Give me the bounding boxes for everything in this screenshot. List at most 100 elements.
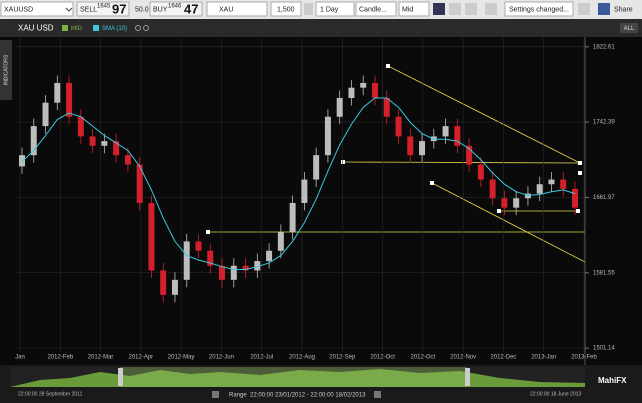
interval: 1 Day bbox=[320, 6, 339, 13]
sell-button[interactable] bbox=[76, 1, 130, 17]
legend-label: MID bbox=[71, 26, 83, 32]
candle-body bbox=[160, 270, 167, 295]
interval-select[interactable] bbox=[315, 1, 355, 17]
candle-body bbox=[383, 97, 390, 117]
side-tab[interactable] bbox=[0, 40, 12, 100]
y-tick-label: 1742.39 bbox=[593, 120, 615, 126]
candle-body bbox=[195, 241, 202, 251]
candle-body bbox=[301, 179, 308, 203]
candle-body bbox=[171, 279, 178, 295]
spread: 50.0 bbox=[135, 6, 149, 13]
price-select[interactable] bbox=[398, 1, 430, 17]
y-tick-label: 1581.55 bbox=[593, 270, 615, 276]
x-tick-label: 2012-Mar bbox=[88, 355, 114, 361]
candle-body bbox=[360, 82, 367, 88]
side-tab-label: INDICATORS bbox=[3, 54, 9, 85]
facebook-icon[interactable] bbox=[598, 3, 610, 15]
sell-pips: 1645 bbox=[97, 4, 111, 10]
dropdown-arrow bbox=[65, 7, 73, 12]
icon[interactable] bbox=[485, 3, 497, 15]
x-tick-label: 2012-Feb bbox=[47, 355, 73, 361]
candle-body bbox=[19, 155, 25, 167]
x-tick-label: 2012-Oct bbox=[370, 355, 395, 361]
icon[interactable] bbox=[433, 3, 445, 15]
candle-body bbox=[548, 179, 555, 185]
price-type: Mid bbox=[402, 6, 413, 13]
x-tick-label: 2012-Jun bbox=[209, 355, 234, 361]
candle-body bbox=[407, 136, 414, 156]
buy-button[interactable] bbox=[149, 1, 203, 17]
instrument-select[interactable] bbox=[206, 1, 268, 17]
candle-body bbox=[336, 97, 343, 117]
candle-body bbox=[324, 116, 331, 156]
candle-body bbox=[536, 184, 543, 194]
navigator-area bbox=[10, 369, 585, 387]
start-label: 22:00:00 28 September 2011 bbox=[18, 391, 83, 397]
candle-body bbox=[442, 126, 449, 137]
legend-icon bbox=[135, 25, 142, 31]
candle-body bbox=[289, 202, 296, 233]
candle-body bbox=[183, 241, 190, 280]
range-label: Range bbox=[229, 393, 247, 399]
x-tick-label: 2012-Oct bbox=[411, 355, 436, 361]
candle-body bbox=[124, 155, 131, 165]
navigator-window[interactable] bbox=[120, 367, 467, 387]
candle-body bbox=[348, 87, 355, 98]
sell-price: 97 bbox=[112, 1, 126, 16]
legend-swatch bbox=[62, 25, 68, 31]
y-tick-label: 1822.61 bbox=[593, 44, 615, 50]
style-select[interactable] bbox=[355, 1, 397, 17]
candle-body bbox=[136, 164, 143, 203]
navigator-handle[interactable] bbox=[465, 368, 470, 386]
end-label: 22:00:00 18 June 2013 bbox=[530, 391, 581, 397]
icon[interactable] bbox=[465, 3, 477, 15]
x-tick-label: 2012-May bbox=[168, 355, 195, 361]
legend-swatch bbox=[93, 25, 99, 31]
candle-body bbox=[42, 102, 49, 127]
navigator-handle[interactable] bbox=[118, 368, 123, 386]
buy-label: BUY bbox=[153, 6, 168, 13]
icon[interactable] bbox=[449, 3, 461, 15]
nav-button[interactable] bbox=[212, 391, 219, 398]
x-tick-label: 2012-Apr bbox=[129, 355, 154, 361]
nav-button[interactable] bbox=[374, 391, 381, 398]
x-tick-label: Jan bbox=[15, 355, 25, 361]
candle-body bbox=[77, 116, 84, 137]
candle-body bbox=[89, 136, 96, 146]
x-tick-label: 2012-Nov bbox=[450, 355, 476, 361]
trend-handles bbox=[206, 64, 582, 234]
quantity: 1,500 bbox=[277, 6, 295, 13]
symbol-input[interactable] bbox=[0, 1, 74, 17]
candle-body bbox=[513, 198, 520, 208]
range-text: 22:00:00 23/01/2012 - 22:00:00 18/02/201… bbox=[250, 393, 366, 399]
share[interactable]: Share bbox=[614, 6, 633, 13]
candle-body bbox=[489, 179, 496, 199]
all-button[interactable] bbox=[620, 23, 638, 33]
candle-body bbox=[277, 232, 284, 251]
plot: 1822.61 1742.39 1661.97 1581.55 1501.14 Jan 20… bbox=[15, 25, 615, 361]
candle-body bbox=[242, 265, 249, 271]
buy-pips: 1646 bbox=[168, 4, 182, 10]
all-label: ALL bbox=[624, 26, 635, 32]
icon[interactable] bbox=[578, 3, 590, 15]
buy-price: 47 bbox=[184, 1, 198, 16]
status: Settings changed... bbox=[509, 6, 569, 13]
x-tick-label: 2012-Sep bbox=[329, 355, 356, 361]
candle-body bbox=[466, 145, 473, 165]
candle-body bbox=[419, 141, 426, 156]
icon[interactable] bbox=[304, 3, 313, 15]
candle-body bbox=[395, 116, 402, 137]
sma-line bbox=[21, 97, 576, 271]
candle-body bbox=[66, 82, 73, 117]
status-box[interactable] bbox=[504, 1, 574, 17]
x-tick-label: 2012-Aug bbox=[289, 355, 315, 361]
candle-body bbox=[101, 141, 108, 146]
candle-body bbox=[560, 179, 567, 189]
candle-body bbox=[501, 198, 508, 208]
candle-body bbox=[219, 265, 226, 280]
instrument: XAU bbox=[219, 6, 233, 13]
quantity-input[interactable] bbox=[270, 1, 302, 17]
brand: MahiFX bbox=[598, 376, 627, 385]
candle-body bbox=[54, 82, 61, 103]
y-tick-label: 1661.97 bbox=[593, 195, 615, 201]
